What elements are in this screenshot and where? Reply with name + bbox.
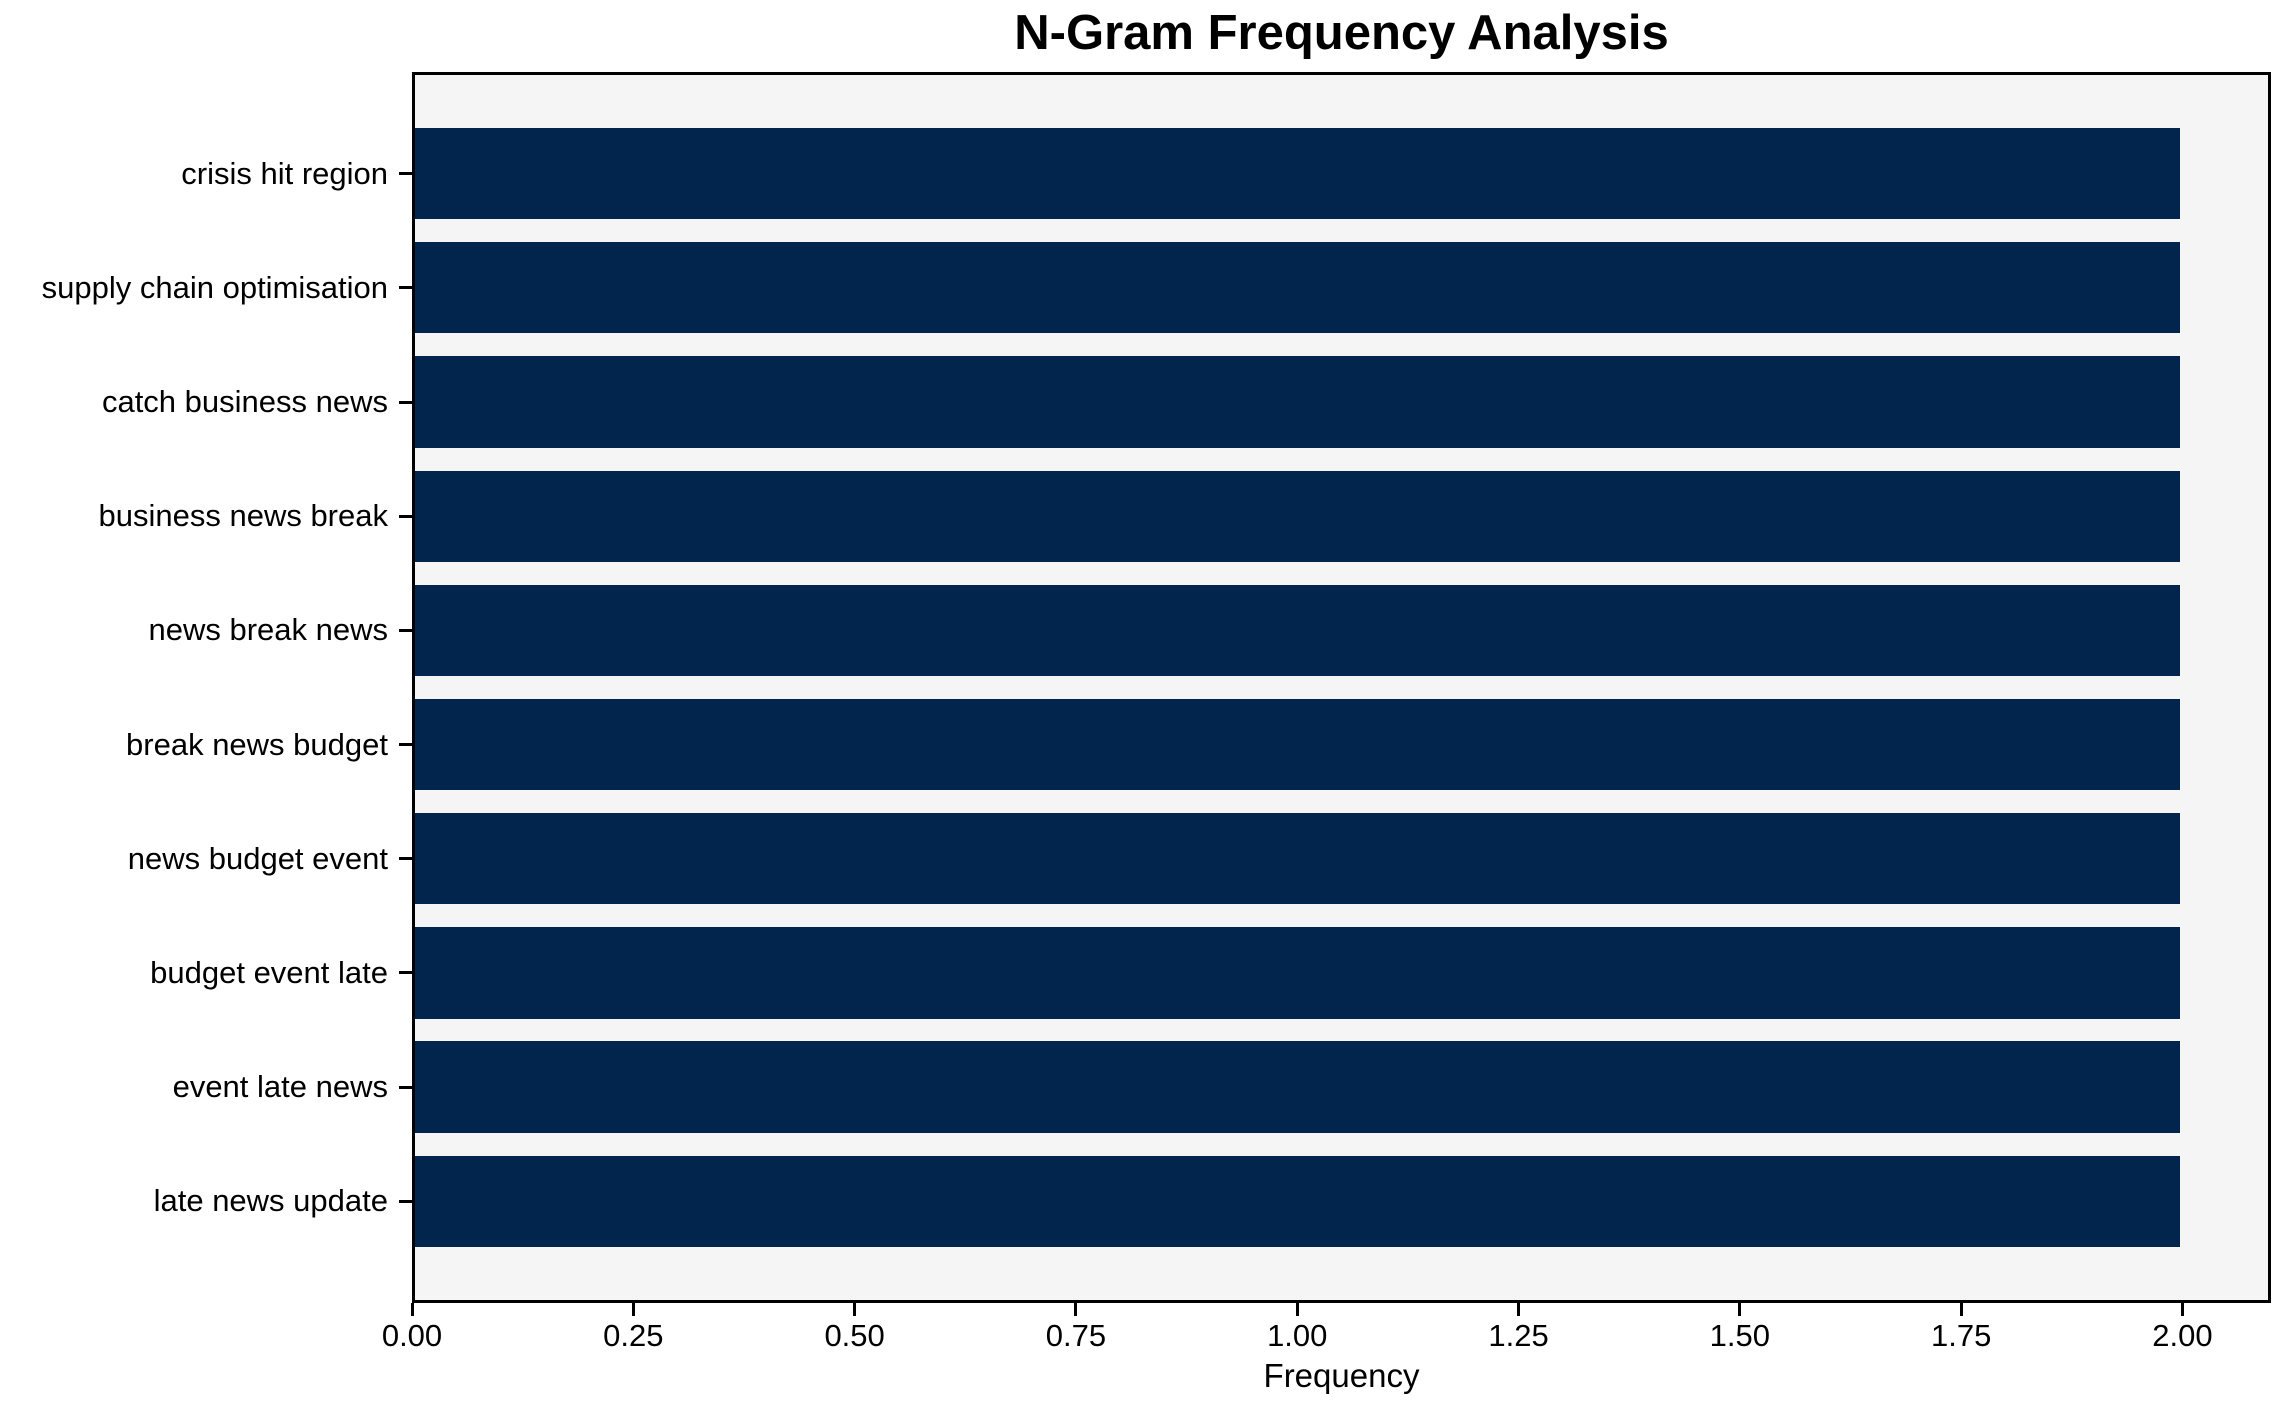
y-tick-label: late news update [153,1183,388,1219]
y-tick-label: business news break [98,498,389,534]
chart-title: N-Gram Frequency Analysis [1014,6,1669,60]
y-tick-label: crisis hit region [181,155,388,191]
x-tick-mark [1959,1303,1963,1316]
y-tick-mark [399,400,412,404]
y-tick-label: budget event late [150,954,388,990]
y-tick-mark [399,1199,412,1203]
frequency-bar [415,470,2180,562]
x-axis-label: Frequency [1263,1357,1420,1394]
x-tick-label: 0.50 [824,1318,885,1353]
frequency-bar [415,356,2180,448]
x-tick-label: 0.00 [381,1318,443,1353]
x-tick-label: 1.50 [1709,1318,1771,1353]
y-tick-mark [399,514,412,518]
y-tick-mark [399,286,412,290]
x-tick-mark [631,1303,635,1316]
x-tick-label: 1.75 [1930,1318,1992,1353]
y-tick-label: catch business news [101,384,388,420]
y-tick-label: break news budget [126,726,388,762]
x-tick-label: 2.00 [2152,1318,2213,1353]
frequency-bar [415,1155,2180,1248]
frequency-bar [415,927,2180,1019]
y-tick-label: event late news [172,1069,388,1105]
y-tick-mark [399,628,412,632]
x-tick-mark [2180,1303,2184,1316]
x-tick-label: 0.25 [603,1318,664,1353]
y-tick-label: news break news [148,612,388,648]
x-tick-mark [1517,1303,1521,1316]
x-tick-mark [410,1303,414,1316]
frequency-bar [415,242,2180,334]
frequency-bar [415,584,2180,677]
x-tick-mark [1738,1303,1742,1316]
y-tick-mark [399,1085,412,1089]
y-tick-label: news budget event [127,840,388,876]
x-tick-mark [1074,1303,1078,1316]
y-tick-mark [399,971,412,975]
y-tick-mark [399,857,412,861]
x-tick-label: 1.25 [1488,1318,1549,1353]
x-tick-mark [853,1303,857,1316]
y-tick-mark [399,743,412,747]
x-tick-label: 1.00 [1267,1318,1328,1353]
frequency-bar [415,1041,2180,1133]
frequency-bar [415,698,2180,791]
x-tick-mark [1295,1303,1299,1316]
frequency-bar [415,813,2180,905]
x-tick-label: 0.75 [1045,1318,1107,1353]
plot-area [412,72,2271,1303]
frequency-bar [415,127,2180,220]
y-tick-label: supply chain optimisation [41,269,388,305]
y-tick-mark [399,172,412,176]
